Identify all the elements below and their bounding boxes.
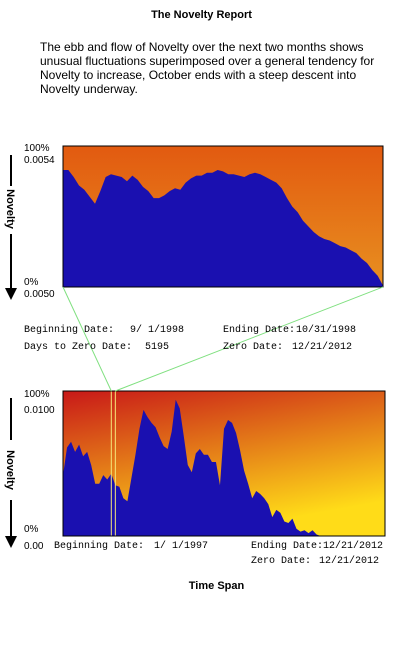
bottom-tick-value-top: 0.0100 bbox=[24, 405, 55, 416]
bottom-zero-date-label: Zero Date: bbox=[251, 556, 312, 567]
top-chart-frame bbox=[62, 145, 384, 288]
top-tick-0: 0% bbox=[24, 277, 39, 288]
top-zero-date-label: Zero Date: bbox=[223, 342, 284, 353]
bottom-tick-value-bottom: 0.00 bbox=[24, 541, 44, 552]
x-axis-label: Time Span bbox=[188, 580, 245, 592]
top-tick-value-top: 0.0054 bbox=[24, 155, 55, 166]
top-beginning-date: 9/ 1/1998 bbox=[130, 325, 185, 336]
bottom-ending-date-label: Ending Date: bbox=[251, 541, 324, 552]
bottom-tick-100: 100% bbox=[24, 389, 50, 400]
top-zero-date: 12/21/2012 bbox=[292, 342, 353, 353]
top-days-to-zero-label: Days to Zero Date: bbox=[24, 342, 133, 353]
bottom-beginning-date: 1/ 1/1997 bbox=[154, 541, 209, 552]
top-y-axis-label: Novelty bbox=[3, 189, 16, 229]
bottom-tick-0: 0% bbox=[24, 524, 39, 535]
top-ending-date: 10/31/1998 bbox=[296, 325, 357, 336]
top-days-to-zero: 5195 bbox=[145, 342, 170, 353]
bottom-novelty-area bbox=[63, 399, 385, 536]
top-tick-value-bottom: 0.0050 bbox=[24, 289, 55, 300]
bottom-beginning-date-label: Beginning Date: bbox=[54, 541, 145, 552]
bottom-zero-date: 12/21/2012 bbox=[319, 556, 380, 567]
top-tick-100: 100% bbox=[24, 143, 50, 154]
zoom-connector-left bbox=[62, 286, 112, 392]
top-ending-date-label: Ending Date: bbox=[223, 325, 296, 336]
bottom-ending-date: 12/21/2012 bbox=[323, 541, 384, 552]
top-beginning-date-label: Beginning Date: bbox=[24, 325, 115, 336]
bottom-y-axis-label: Novelty bbox=[3, 450, 16, 490]
top-novelty-area bbox=[63, 169, 383, 287]
report-title: The Novelty Report bbox=[151, 9, 252, 21]
zoom-connector-right bbox=[115, 286, 384, 392]
bottom-chart-frame bbox=[62, 390, 386, 537]
report-description: The ebb and flow of Novelty over the nex… bbox=[40, 40, 375, 96]
